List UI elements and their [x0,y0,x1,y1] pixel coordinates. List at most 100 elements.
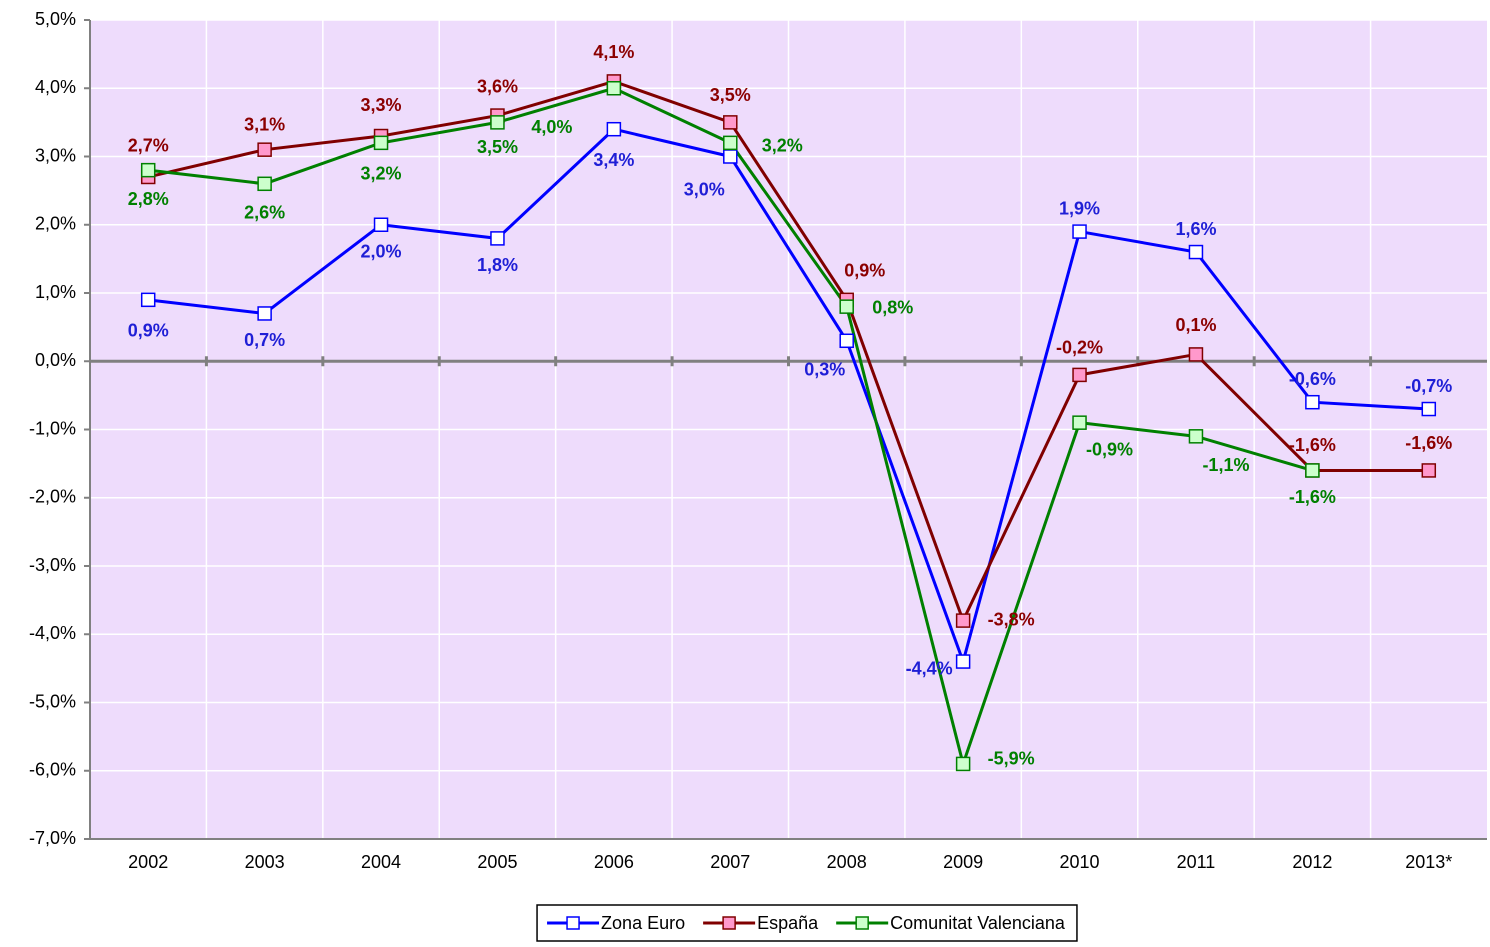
marker [839,333,854,349]
legend-label: Comunitat Valenciana [890,913,1066,933]
x-tick-label: 2003 [245,852,285,872]
marker [140,162,156,178]
y-tick-label: 0,0% [35,350,76,370]
legend-marker [855,916,869,930]
value-label: -4,4% [906,658,953,678]
y-tick-label: -5,0% [29,691,76,711]
legend-label: España [757,913,819,933]
marker [1188,244,1204,260]
marker [955,756,971,772]
marker [1188,347,1204,362]
value-label: -0,7% [1405,376,1452,396]
legend-box [536,904,1078,942]
marker [373,217,389,232]
value-label: 0,9% [844,261,885,281]
value-label: 4,1% [593,42,634,62]
value-label: 1,6% [1175,219,1216,239]
x-tick-label: 2008 [827,852,867,872]
legend-label: Zona Euro [601,913,685,933]
value-label: 3,3% [361,95,402,115]
value-label: 1,8% [477,255,518,275]
x-tick-label: 2011 [1177,852,1216,872]
value-label: 2,0% [361,242,402,262]
value-label: -1,6% [1405,433,1452,453]
marker [140,292,156,308]
y-tick-label: 1,0% [35,282,76,302]
marker [723,115,738,130]
marker [1305,463,1320,478]
x-tick-label: 2012 [1292,852,1332,872]
value-label: 0,1% [1175,315,1216,335]
y-tick-label: 4,0% [35,77,76,97]
x-tick-label: 2010 [1060,852,1100,872]
value-label: -0,2% [1056,338,1103,358]
value-label: 0,3% [804,360,845,380]
marker [1072,224,1087,239]
marker [257,176,272,192]
x-tick-label: 2009 [943,852,983,872]
marker [373,135,389,151]
y-tick-label: -2,0% [29,487,76,507]
y-tick-label: -7,0% [29,828,76,848]
legend-marker [722,916,736,930]
series-line [147,79,1429,625]
marker [1188,429,1204,444]
marker [955,654,971,669]
legend: Zona Euro España Comunitat Valenciana [536,904,1078,942]
value-label: 2,7% [128,136,169,156]
value-label: 4,0% [531,117,572,137]
value-label: -0,9% [1086,439,1133,459]
marker [1421,463,1437,478]
value-label: 3,6% [477,76,518,96]
y-tick-label: -1,0% [29,418,76,438]
value-label: 3,5% [710,85,751,105]
y-tick-label: -6,0% [29,760,76,780]
marker [1421,401,1437,417]
marker [606,81,622,96]
value-label: -0,6% [1289,369,1336,389]
value-label: 3,2% [361,164,402,184]
y-tick-label: 2,0% [35,214,76,234]
x-tick-label: 2013* [1405,852,1452,872]
marker [723,149,738,164]
value-label: -1,6% [1289,435,1336,455]
marker [955,613,971,628]
value-label: 3,2% [762,136,803,156]
value-label: 0,8% [872,297,913,317]
value-label: -1,6% [1289,487,1336,507]
value-label: 2,6% [244,203,285,223]
value-label: 3,5% [477,137,518,157]
value-label: -1,1% [1202,455,1249,475]
legend-marker [566,916,580,930]
y-tick-label: -3,0% [29,555,76,575]
x-tick-label: 2004 [361,852,401,872]
marker [606,121,622,137]
value-label: 3,4% [593,150,634,170]
value-label: -3,8% [988,609,1035,629]
value-label: 2,8% [128,189,169,209]
value-label: 3,1% [244,114,285,134]
x-tick-label: 2005 [477,852,517,872]
marker [490,115,505,130]
y-tick-label: 3,0% [35,145,76,165]
y-tick-label: 5,0% [35,9,76,29]
value-label: 0,7% [244,330,285,350]
marker [490,231,505,246]
value-label: 1,9% [1059,198,1100,218]
marker [257,306,272,321]
marker [723,135,738,151]
value-label: 3,0% [684,179,725,199]
value-label: -5,9% [988,749,1035,769]
x-tick-label: 2002 [128,852,168,872]
x-tick-label: 2006 [594,852,634,872]
value-label: 0,9% [128,321,169,341]
marker [1072,367,1087,383]
series-line [148,127,1429,667]
marker [839,299,854,314]
x-tick-label: 2007 [710,852,750,872]
y-tick-label: -4,0% [29,623,76,643]
marker [1305,394,1320,410]
marker [257,142,272,157]
marker [1072,415,1087,430]
